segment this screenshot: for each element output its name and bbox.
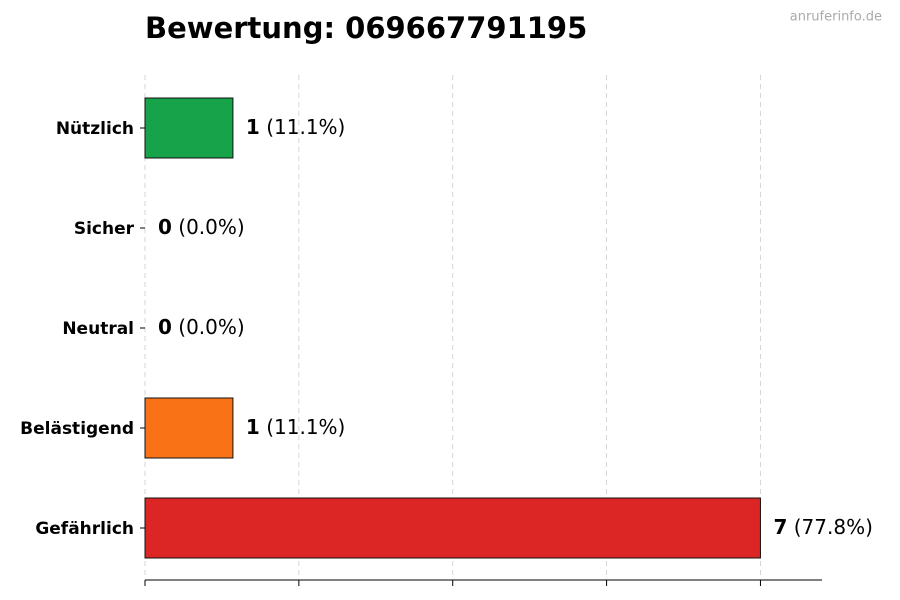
value-count: 1 [246,115,260,139]
value-percent: (0.0%) [178,315,244,339]
y-tick-label: Gefährlich [35,519,134,539]
y-tick-label: Sicher [74,219,135,239]
chart-title: Bewertung: 069667791195 [145,11,587,45]
value-percent: (77.8%) [794,515,873,539]
y-tick-label: Nützlich [56,119,134,139]
value-percent: (0.0%) [178,215,244,239]
value-count: 7 [773,515,787,539]
bar [144,97,234,159]
bar [144,497,761,559]
value-label: 7 (77.8%) [773,515,872,539]
value-count: 1 [246,415,260,439]
value-label: 0 (0.0%) [158,215,245,239]
watermark: anruferinfo.de [790,10,882,25]
bar [144,397,234,459]
value-percent: (11.1%) [266,115,345,139]
value-count: 0 [158,215,172,239]
y-tick-label: Neutral [62,319,134,339]
value-count: 0 [158,315,172,339]
value-label: 1 (11.1%) [246,115,345,139]
value-percent: (11.1%) [266,415,345,439]
value-label: 1 (11.1%) [246,415,345,439]
value-label: 0 (0.0%) [158,315,245,339]
y-tick-label: Belästigend [20,419,134,439]
